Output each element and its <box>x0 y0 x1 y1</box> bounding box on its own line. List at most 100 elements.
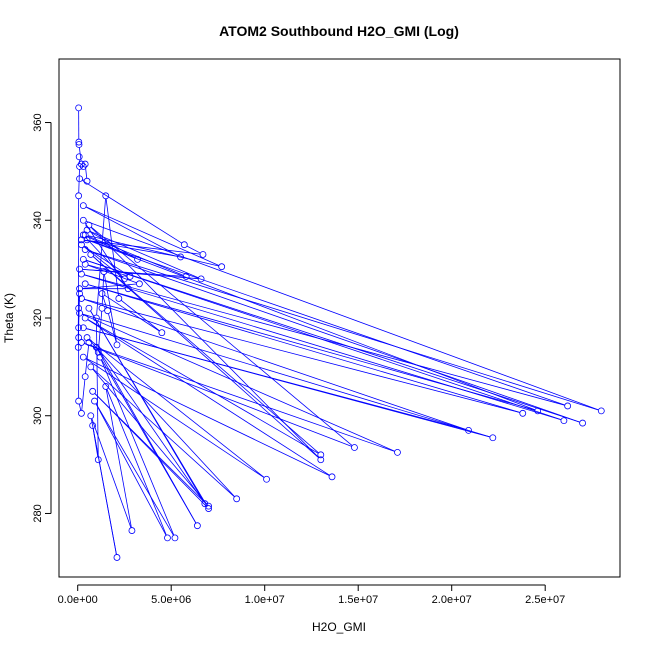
y-tick-label: 300 <box>32 407 44 425</box>
data-point <box>79 324 87 332</box>
data-point <box>180 241 188 249</box>
data-point <box>85 339 93 346</box>
data-point <box>89 387 97 395</box>
data-point <box>81 314 89 322</box>
series-segment <box>84 239 178 257</box>
data-point <box>83 226 91 234</box>
series-segment <box>98 311 103 350</box>
data-point <box>76 290 83 297</box>
data-point <box>78 295 85 302</box>
series-segment <box>101 274 105 306</box>
series-segment <box>95 403 167 536</box>
data-point <box>75 153 83 161</box>
series-segment <box>87 319 330 476</box>
data-point <box>75 192 83 200</box>
series-segment <box>78 147 82 162</box>
y-tick-label: 340 <box>32 211 44 229</box>
series-segment <box>90 226 353 446</box>
data-point <box>75 334 83 341</box>
data-point <box>597 407 605 415</box>
series-segment <box>87 284 520 413</box>
data-point <box>79 353 87 361</box>
series-segment <box>85 206 179 256</box>
series-segment <box>78 296 80 325</box>
data-point <box>100 268 108 275</box>
data-point <box>94 456 102 464</box>
data-point <box>93 343 100 351</box>
series-segment <box>87 250 580 423</box>
series-segment <box>97 349 204 502</box>
data-point <box>102 192 110 200</box>
series-segment <box>92 428 117 555</box>
series-segment <box>89 240 536 411</box>
data-point <box>74 343 82 351</box>
series-segment <box>105 198 119 296</box>
data-point <box>394 448 401 456</box>
data-point <box>182 273 190 280</box>
series-segment <box>105 389 132 528</box>
data-point <box>85 221 93 229</box>
data-point <box>177 253 184 261</box>
data-point <box>75 304 83 312</box>
data-point <box>328 473 336 481</box>
series-segment <box>92 428 99 457</box>
data-point <box>579 419 586 427</box>
data-point <box>134 255 141 263</box>
y-axis-label: Theta (K) <box>2 293 16 343</box>
series-segment <box>90 227 319 458</box>
data-point <box>76 265 83 273</box>
data-point <box>128 527 136 534</box>
series-segment <box>78 403 82 411</box>
data-point <box>317 451 325 459</box>
data-point <box>83 236 91 244</box>
series-segment <box>92 256 319 459</box>
data-point <box>199 251 207 258</box>
data-point <box>76 285 83 293</box>
data-point <box>489 434 497 442</box>
x-tick-label: 5.0e+06 <box>151 594 191 606</box>
series-layer <box>74 104 605 561</box>
series-segment <box>81 179 182 244</box>
series-segment <box>106 389 167 536</box>
data-point <box>76 175 83 183</box>
data-point <box>113 554 121 561</box>
data-point <box>93 314 100 322</box>
data-point <box>78 241 85 249</box>
series-segment <box>87 235 184 276</box>
data-point <box>76 309 83 317</box>
series-segment <box>81 379 86 411</box>
data-point <box>158 329 166 337</box>
data-point <box>124 285 132 293</box>
data-point <box>136 280 143 288</box>
data-point <box>78 270 85 278</box>
data-point <box>87 363 95 371</box>
series-segment <box>90 310 204 502</box>
data-point <box>79 216 87 224</box>
x-tick-label: 1.5e+07 <box>338 594 378 606</box>
data-point <box>81 246 89 253</box>
data-point <box>81 231 89 239</box>
x-axis-label: H2O_GMI <box>312 620 366 634</box>
series-segment <box>82 283 137 289</box>
data-point <box>534 407 542 415</box>
y-tick-label: 280 <box>32 504 44 522</box>
data-point <box>91 397 98 405</box>
data-point <box>83 334 91 341</box>
series-segment <box>89 240 565 406</box>
series-segment <box>88 235 219 267</box>
series-segment <box>120 300 160 332</box>
series-segment <box>92 256 319 454</box>
x-tick-label: 1.0e+07 <box>245 594 285 606</box>
data-point <box>89 422 97 429</box>
data-point <box>164 534 171 542</box>
series-segment <box>94 393 207 507</box>
x-tick-label: 2.5e+07 <box>525 594 565 606</box>
series-segment <box>108 313 117 343</box>
series-segment <box>186 245 201 254</box>
data-point <box>79 255 87 263</box>
data-point <box>104 307 112 315</box>
series-segment <box>82 313 491 438</box>
data-point <box>263 475 270 483</box>
series-segment <box>104 294 160 332</box>
